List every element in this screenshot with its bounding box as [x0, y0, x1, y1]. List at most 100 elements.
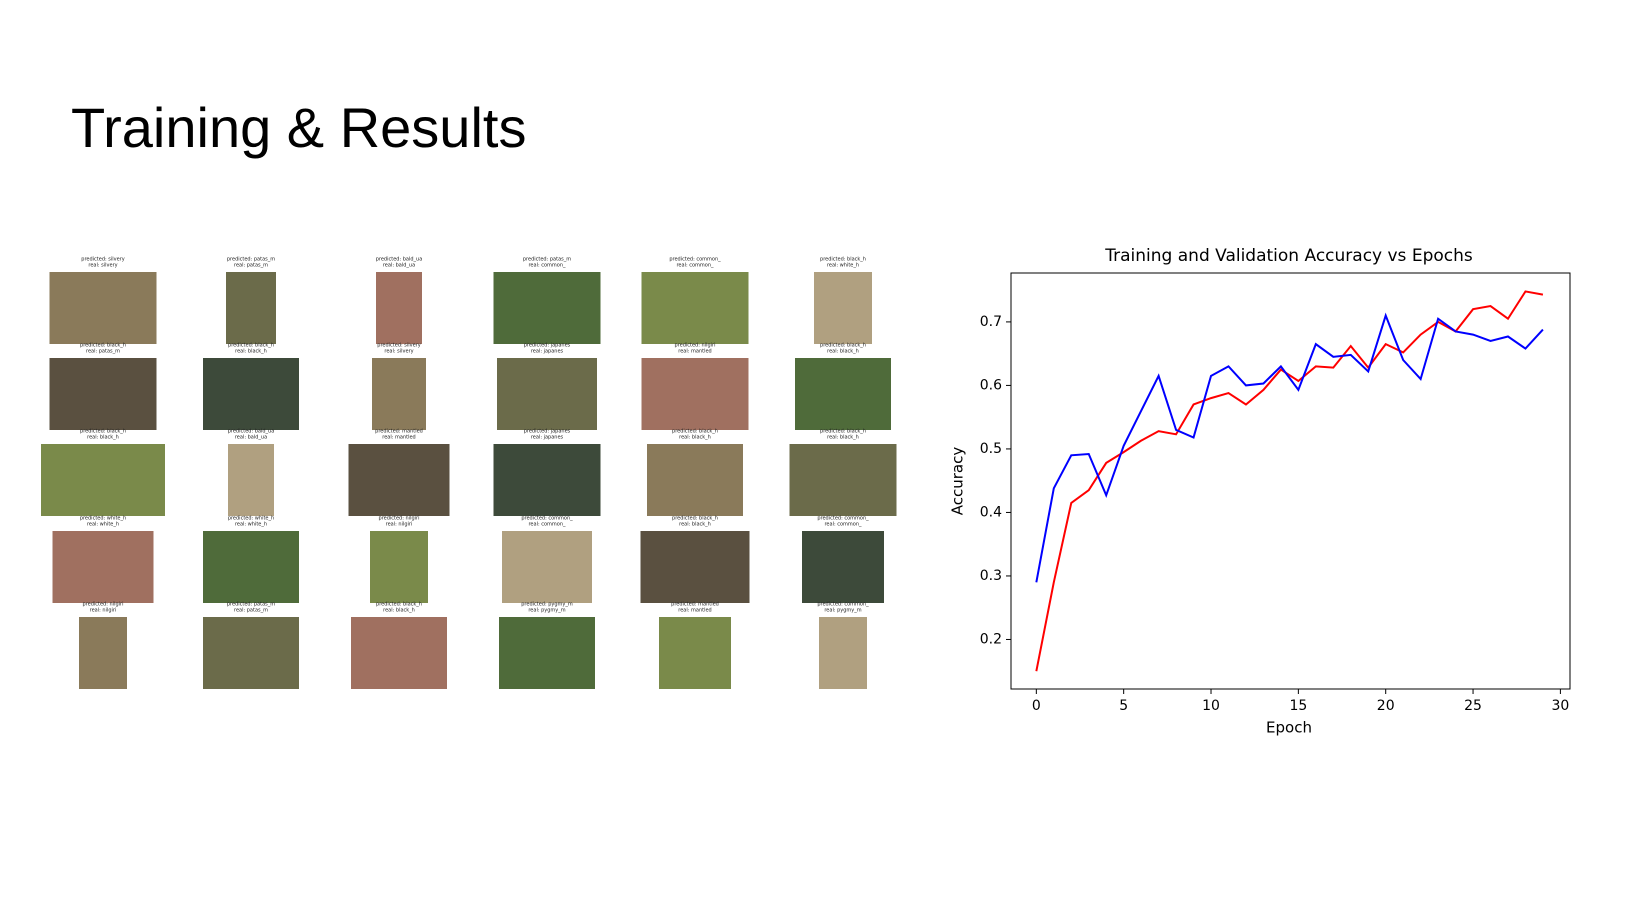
chart-title: Training and Validation Accuracy vs Epoc…: [1104, 246, 1473, 266]
y-axis-label: Accuracy: [949, 447, 967, 516]
caption-predicted: predicted: bald_ua: [376, 257, 423, 263]
caption-real: real: mantled: [382, 435, 415, 441]
caption-predicted: predicted: silvery: [81, 257, 124, 263]
caption-real: real: bald_ua: [383, 263, 415, 269]
caption-predicted: predicted: common_: [669, 257, 721, 263]
caption-predicted: predicted: common_: [817, 516, 869, 522]
photo: [228, 444, 274, 516]
photo: [226, 272, 276, 344]
x-tick-label: 30: [1551, 698, 1569, 714]
caption-real: real: patas_m: [234, 263, 268, 269]
caption-predicted: predicted: silvery: [377, 343, 420, 349]
caption-predicted: predicted: nilgiri: [83, 602, 124, 608]
caption-real: real: mantled: [678, 608, 711, 614]
x-tick-label: 25: [1464, 698, 1482, 714]
x-tick-label: 10: [1202, 698, 1220, 714]
caption-real: real: patas_m: [86, 349, 120, 355]
caption-real: real: silvery: [88, 263, 117, 269]
caption-real: real: black_h: [827, 349, 859, 355]
caption-real: real: mantled: [678, 349, 711, 355]
caption-real: real: black_h: [87, 435, 119, 441]
caption-real: real: common_: [676, 263, 714, 269]
caption-predicted: predicted: white_h: [228, 516, 274, 522]
photo: [370, 531, 428, 603]
x-axis-label: Epoch: [1266, 719, 1312, 737]
series-line: [1035, 290, 1544, 672]
caption-predicted: predicted: nilgiri: [675, 343, 716, 349]
caption-real: real: white_h: [87, 522, 119, 528]
caption-predicted: predicted: patas_m: [523, 257, 571, 263]
photo: [641, 358, 749, 430]
caption-predicted: predicted: mantled: [671, 602, 719, 608]
caption-real: real: black_h: [235, 349, 267, 355]
photo: [49, 272, 157, 344]
photo: [493, 272, 601, 344]
photo: [499, 617, 595, 689]
photo: [502, 531, 592, 603]
caption-predicted: predicted: black_h: [820, 257, 866, 263]
photo: [789, 444, 897, 516]
caption-real: real: white_h: [827, 263, 859, 269]
photo: [348, 444, 450, 516]
photo: [372, 358, 426, 430]
slide-title: Training & Results: [71, 96, 526, 159]
photo: [795, 358, 891, 430]
caption-predicted: predicted: black_h: [820, 343, 866, 349]
x-tick-label: 5: [1119, 698, 1128, 714]
x-tick-label: 0: [1032, 698, 1041, 714]
caption-predicted: predicted: japanes: [524, 429, 571, 435]
caption-predicted: predicted: common_: [521, 516, 573, 522]
caption-real: real: japanes: [531, 349, 564, 355]
photo: [640, 531, 750, 603]
series-line: [1035, 312, 1544, 583]
caption-predicted: predicted: black_h: [228, 343, 274, 349]
caption-predicted: predicted: bald_ua: [228, 429, 275, 435]
y-tick-label: 0.6: [980, 377, 1002, 393]
caption-predicted: predicted: nilgiri: [379, 516, 420, 522]
caption-predicted: predicted: white_h: [80, 516, 126, 522]
caption-predicted: predicted: black_h: [672, 429, 718, 435]
plot-frame: [1010, 272, 1571, 690]
caption-predicted: predicted: pygmy_m: [521, 602, 573, 608]
photo: [814, 272, 872, 344]
photo: [376, 272, 422, 344]
photo: [819, 617, 867, 689]
photo: [497, 358, 597, 430]
photo: [49, 358, 157, 430]
photo: [203, 531, 299, 603]
photo: [52, 531, 154, 603]
y-tick-label: 0.7: [980, 314, 1002, 330]
caption-predicted: predicted: patas_m: [227, 257, 275, 263]
caption-real: real: common_: [528, 522, 566, 528]
caption-predicted: predicted: black_h: [672, 516, 718, 522]
caption-real: real: bald_ua: [235, 435, 267, 441]
caption-real: real: pygmy_m: [824, 608, 861, 614]
photo: [641, 272, 749, 344]
photo: [659, 617, 731, 689]
y-tick-label: 0.2: [980, 631, 1002, 647]
caption-real: real: black_h: [827, 435, 859, 441]
caption-real: real: black_h: [679, 435, 711, 441]
caption-predicted: predicted: black_h: [80, 343, 126, 349]
caption-predicted: predicted: japanes: [524, 343, 571, 349]
photo: [203, 358, 299, 430]
caption-real: real: common_: [824, 522, 862, 528]
caption-real: real: nilgiri: [386, 522, 413, 528]
photo: [493, 444, 601, 516]
photo: [41, 444, 165, 516]
x-tick-label: 20: [1377, 698, 1395, 714]
caption-predicted: predicted: patas_m: [227, 602, 275, 608]
y-tick-label: 0.4: [980, 504, 1002, 520]
caption-real: real: black_h: [383, 608, 415, 614]
caption-real: real: black_h: [679, 522, 711, 528]
caption-real: real: japanes: [531, 435, 564, 441]
caption-real: real: white_h: [235, 522, 267, 528]
photo: [647, 444, 743, 516]
caption-real: real: common_: [528, 263, 566, 269]
y-tick-label: 0.3: [980, 568, 1002, 584]
y-tick-label: 0.5: [980, 441, 1002, 457]
caption-real: real: patas_m: [234, 608, 268, 614]
caption-predicted: predicted: black_h: [820, 429, 866, 435]
caption-real: real: pygmy_m: [528, 608, 565, 614]
